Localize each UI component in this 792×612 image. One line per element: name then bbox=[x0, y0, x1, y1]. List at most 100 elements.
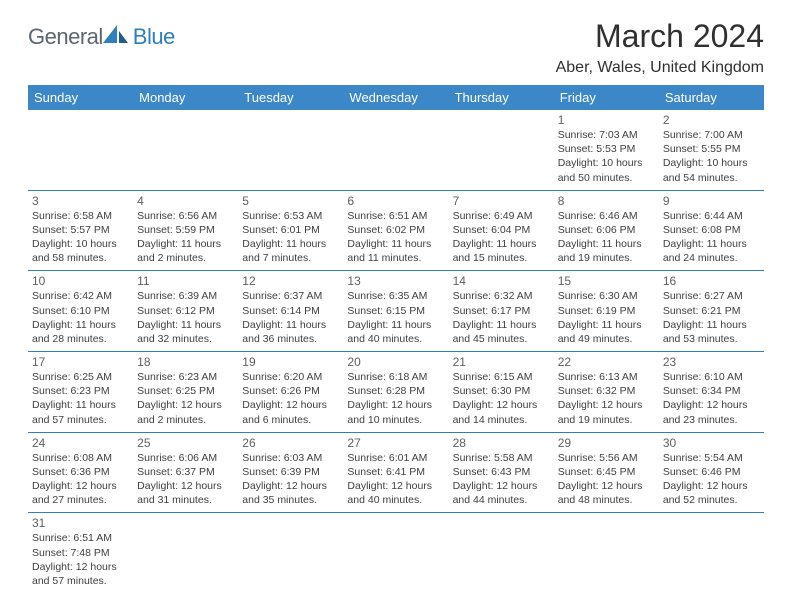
calendar-cell-empty bbox=[343, 110, 448, 190]
calendar-cell: 30Sunrise: 5:54 AMSunset: 6:46 PMDayligh… bbox=[659, 432, 764, 513]
calendar-cell-empty bbox=[449, 513, 554, 593]
calendar-row: 3Sunrise: 6:58 AMSunset: 5:57 PMDaylight… bbox=[28, 190, 764, 271]
calendar-cell: 5Sunrise: 6:53 AMSunset: 6:01 PMDaylight… bbox=[238, 190, 343, 271]
day-info: Sunrise: 6:30 AMSunset: 6:19 PMDaylight:… bbox=[558, 289, 655, 346]
calendar-cell-empty bbox=[133, 513, 238, 593]
day-number: 25 bbox=[137, 436, 234, 450]
day-number: 10 bbox=[32, 274, 129, 288]
logo-text-2: Blue bbox=[133, 24, 175, 50]
day-number: 23 bbox=[663, 355, 760, 369]
day-info: Sunrise: 5:56 AMSunset: 6:45 PMDaylight:… bbox=[558, 451, 655, 508]
day-info: Sunrise: 6:42 AMSunset: 6:10 PMDaylight:… bbox=[32, 289, 129, 346]
calendar-cell: 16Sunrise: 6:27 AMSunset: 6:21 PMDayligh… bbox=[659, 271, 764, 352]
day-number: 4 bbox=[137, 194, 234, 208]
day-info: Sunrise: 6:56 AMSunset: 5:59 PMDaylight:… bbox=[137, 209, 234, 266]
day-number: 17 bbox=[32, 355, 129, 369]
day-info: Sunrise: 7:03 AMSunset: 5:53 PMDaylight:… bbox=[558, 128, 655, 185]
calendar-head: SundayMondayTuesdayWednesdayThursdayFrid… bbox=[28, 85, 764, 110]
day-number: 6 bbox=[347, 194, 444, 208]
day-info: Sunrise: 6:46 AMSunset: 6:06 PMDaylight:… bbox=[558, 209, 655, 266]
day-number: 1 bbox=[558, 113, 655, 127]
header: General Blue March 2024 Aber, Wales, Uni… bbox=[28, 18, 764, 77]
day-info: Sunrise: 6:51 AMSunset: 6:02 PMDaylight:… bbox=[347, 209, 444, 266]
calendar-cell-empty bbox=[449, 110, 554, 190]
day-number: 12 bbox=[242, 274, 339, 288]
day-number: 15 bbox=[558, 274, 655, 288]
calendar-cell: 14Sunrise: 6:32 AMSunset: 6:17 PMDayligh… bbox=[449, 271, 554, 352]
calendar-row: 24Sunrise: 6:08 AMSunset: 6:36 PMDayligh… bbox=[28, 432, 764, 513]
day-number: 2 bbox=[663, 113, 760, 127]
calendar-cell: 27Sunrise: 6:01 AMSunset: 6:41 PMDayligh… bbox=[343, 432, 448, 513]
day-info: Sunrise: 6:49 AMSunset: 6:04 PMDaylight:… bbox=[453, 209, 550, 266]
day-info: Sunrise: 6:58 AMSunset: 5:57 PMDaylight:… bbox=[32, 209, 129, 266]
day-number: 19 bbox=[242, 355, 339, 369]
calendar-row: 10Sunrise: 6:42 AMSunset: 6:10 PMDayligh… bbox=[28, 271, 764, 352]
day-info: Sunrise: 6:03 AMSunset: 6:39 PMDaylight:… bbox=[242, 451, 339, 508]
logo-sail-icon bbox=[103, 25, 129, 50]
day-info: Sunrise: 6:27 AMSunset: 6:21 PMDaylight:… bbox=[663, 289, 760, 346]
day-number: 29 bbox=[558, 436, 655, 450]
day-info: Sunrise: 5:54 AMSunset: 6:46 PMDaylight:… bbox=[663, 451, 760, 508]
calendar-cell: 31Sunrise: 6:51 AMSunset: 7:48 PMDayligh… bbox=[28, 513, 133, 593]
calendar-cell-empty bbox=[659, 513, 764, 593]
calendar-cell: 11Sunrise: 6:39 AMSunset: 6:12 PMDayligh… bbox=[133, 271, 238, 352]
day-info: Sunrise: 6:25 AMSunset: 6:23 PMDaylight:… bbox=[32, 370, 129, 427]
calendar-cell: 1Sunrise: 7:03 AMSunset: 5:53 PMDaylight… bbox=[554, 110, 659, 190]
calendar-cell: 13Sunrise: 6:35 AMSunset: 6:15 PMDayligh… bbox=[343, 271, 448, 352]
calendar-cell-empty bbox=[238, 110, 343, 190]
calendar-cell: 2Sunrise: 7:00 AMSunset: 5:55 PMDaylight… bbox=[659, 110, 764, 190]
calendar-cell: 10Sunrise: 6:42 AMSunset: 6:10 PMDayligh… bbox=[28, 271, 133, 352]
calendar-cell: 18Sunrise: 6:23 AMSunset: 6:25 PMDayligh… bbox=[133, 352, 238, 433]
calendar-cell: 8Sunrise: 6:46 AMSunset: 6:06 PMDaylight… bbox=[554, 190, 659, 271]
title-block: March 2024 Aber, Wales, United Kingdom bbox=[556, 18, 764, 77]
day-info: Sunrise: 6:20 AMSunset: 6:26 PMDaylight:… bbox=[242, 370, 339, 427]
day-info: Sunrise: 6:18 AMSunset: 6:28 PMDaylight:… bbox=[347, 370, 444, 427]
day-info: Sunrise: 6:37 AMSunset: 6:14 PMDaylight:… bbox=[242, 289, 339, 346]
day-number: 21 bbox=[453, 355, 550, 369]
calendar-cell: 28Sunrise: 5:58 AMSunset: 6:43 PMDayligh… bbox=[449, 432, 554, 513]
day-info: Sunrise: 6:13 AMSunset: 6:32 PMDaylight:… bbox=[558, 370, 655, 427]
day-number: 27 bbox=[347, 436, 444, 450]
day-header: Friday bbox=[554, 85, 659, 110]
day-number: 30 bbox=[663, 436, 760, 450]
day-number: 28 bbox=[453, 436, 550, 450]
day-number: 13 bbox=[347, 274, 444, 288]
day-info: Sunrise: 6:10 AMSunset: 6:34 PMDaylight:… bbox=[663, 370, 760, 427]
day-number: 26 bbox=[242, 436, 339, 450]
calendar-row: 17Sunrise: 6:25 AMSunset: 6:23 PMDayligh… bbox=[28, 352, 764, 433]
day-number: 5 bbox=[242, 194, 339, 208]
day-info: Sunrise: 6:39 AMSunset: 6:12 PMDaylight:… bbox=[137, 289, 234, 346]
calendar-cell: 29Sunrise: 5:56 AMSunset: 6:45 PMDayligh… bbox=[554, 432, 659, 513]
day-number: 31 bbox=[32, 516, 129, 530]
calendar-cell: 20Sunrise: 6:18 AMSunset: 6:28 PMDayligh… bbox=[343, 352, 448, 433]
logo-text-1: General bbox=[28, 24, 103, 50]
calendar-cell: 24Sunrise: 6:08 AMSunset: 6:36 PMDayligh… bbox=[28, 432, 133, 513]
day-info: Sunrise: 6:35 AMSunset: 6:15 PMDaylight:… bbox=[347, 289, 444, 346]
location: Aber, Wales, United Kingdom bbox=[556, 59, 764, 77]
day-info: Sunrise: 6:32 AMSunset: 6:17 PMDaylight:… bbox=[453, 289, 550, 346]
calendar-cell-empty bbox=[133, 110, 238, 190]
day-info: Sunrise: 5:58 AMSunset: 6:43 PMDaylight:… bbox=[453, 451, 550, 508]
calendar-cell: 19Sunrise: 6:20 AMSunset: 6:26 PMDayligh… bbox=[238, 352, 343, 433]
calendar-cell: 3Sunrise: 6:58 AMSunset: 5:57 PMDaylight… bbox=[28, 190, 133, 271]
day-number: 8 bbox=[558, 194, 655, 208]
calendar-row: 1Sunrise: 7:03 AMSunset: 5:53 PMDaylight… bbox=[28, 110, 764, 190]
calendar-cell-empty bbox=[554, 513, 659, 593]
calendar-cell: 17Sunrise: 6:25 AMSunset: 6:23 PMDayligh… bbox=[28, 352, 133, 433]
calendar-cell: 9Sunrise: 6:44 AMSunset: 6:08 PMDaylight… bbox=[659, 190, 764, 271]
calendar-cell-empty bbox=[343, 513, 448, 593]
day-number: 16 bbox=[663, 274, 760, 288]
calendar-cell: 6Sunrise: 6:51 AMSunset: 6:02 PMDaylight… bbox=[343, 190, 448, 271]
calendar-cell: 4Sunrise: 6:56 AMSunset: 5:59 PMDaylight… bbox=[133, 190, 238, 271]
day-number: 22 bbox=[558, 355, 655, 369]
day-number: 7 bbox=[453, 194, 550, 208]
day-info: Sunrise: 6:01 AMSunset: 6:41 PMDaylight:… bbox=[347, 451, 444, 508]
calendar-cell: 26Sunrise: 6:03 AMSunset: 6:39 PMDayligh… bbox=[238, 432, 343, 513]
day-number: 18 bbox=[137, 355, 234, 369]
day-info: Sunrise: 6:44 AMSunset: 6:08 PMDaylight:… bbox=[663, 209, 760, 266]
day-info: Sunrise: 6:51 AMSunset: 7:48 PMDaylight:… bbox=[32, 531, 129, 588]
calendar-cell: 7Sunrise: 6:49 AMSunset: 6:04 PMDaylight… bbox=[449, 190, 554, 271]
day-header: Tuesday bbox=[238, 85, 343, 110]
day-number: 11 bbox=[137, 274, 234, 288]
calendar-body: 1Sunrise: 7:03 AMSunset: 5:53 PMDaylight… bbox=[28, 110, 764, 593]
